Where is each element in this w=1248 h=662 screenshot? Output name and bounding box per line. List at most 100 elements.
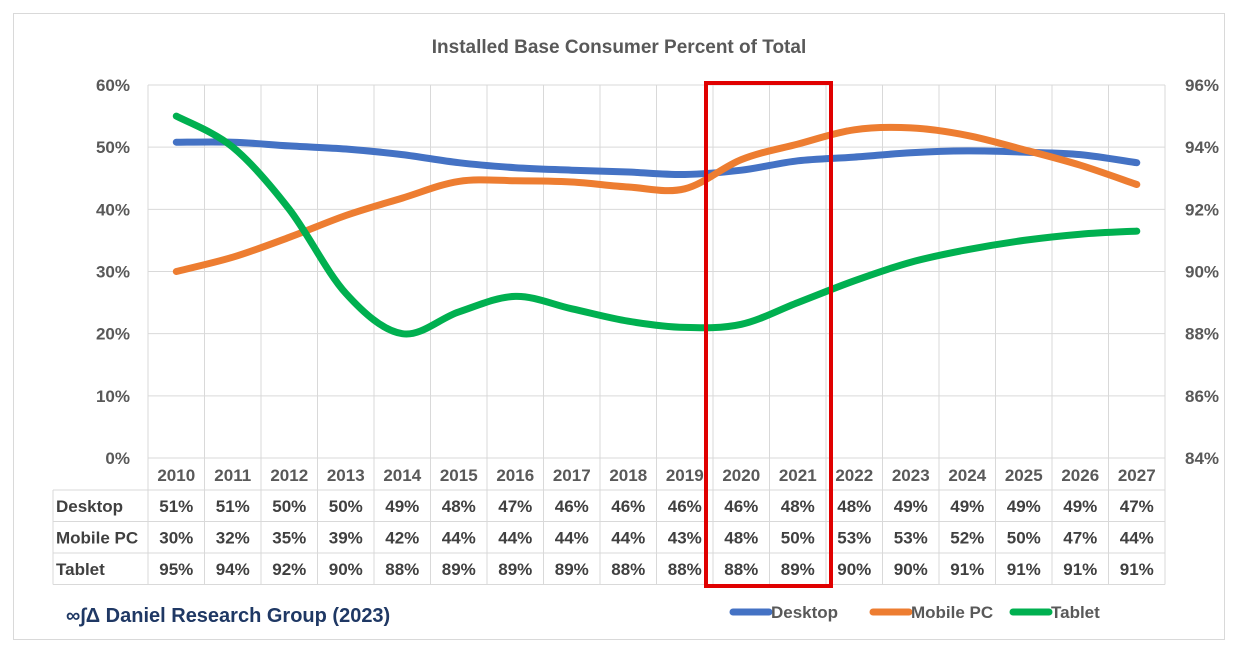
table-cell: 49%: [385, 497, 419, 516]
table-cell: 49%: [1063, 497, 1097, 516]
table-cell: 44%: [555, 528, 589, 547]
y-right-tick-label: 96%: [1185, 76, 1219, 95]
table-cell: 90%: [837, 560, 871, 579]
x-tick-label: 2014: [383, 466, 421, 485]
y-left-tick-label: 20%: [96, 325, 130, 344]
table-cell: 50%: [781, 528, 815, 547]
y-axis-right: 84% 86% 88% 90% 92% 94% 96%: [1185, 76, 1219, 468]
x-tick-label: 2026: [1061, 466, 1099, 485]
y-right-tick-label: 94%: [1185, 138, 1219, 157]
y-left-tick-label: 60%: [96, 76, 130, 95]
table-cell: 91%: [1063, 560, 1097, 579]
table-cell: 53%: [837, 528, 871, 547]
y-right-tick-label: 92%: [1185, 200, 1219, 219]
x-tick-label: 2020: [722, 466, 760, 485]
table-cell: 44%: [442, 528, 476, 547]
data-table: 2010 2011 2012 2013 2014 2015 2016 2017 2018 2019…: [52, 466, 1165, 585]
table-cell: 46%: [611, 497, 645, 516]
table-cell: 43%: [668, 528, 702, 547]
table-cell: 91%: [1120, 560, 1154, 579]
table-cell: 53%: [894, 528, 928, 547]
table-cell: 94%: [216, 560, 250, 579]
legend-label: Desktop: [771, 603, 838, 622]
table-cell: 47%: [1063, 528, 1097, 547]
source-credit: ∞∫Δ Daniel Research Group (2023): [66, 605, 390, 627]
table-cell: 91%: [950, 560, 984, 579]
y-right-tick-label: 84%: [1185, 449, 1219, 468]
x-tick-label: 2015: [440, 466, 478, 485]
table-cell: 90%: [894, 560, 928, 579]
table-cell: 46%: [724, 497, 758, 516]
table-cell: 88%: [611, 560, 645, 579]
chart-title: Installed Base Consumer Percent of Total: [432, 37, 806, 58]
table-cell: 32%: [216, 528, 250, 547]
legend: Desktop Mobile PC Tablet: [729, 603, 1100, 622]
series-line-desktop: [172, 138, 1141, 179]
table-cell: 89%: [498, 560, 532, 579]
x-tick-label: 2011: [214, 466, 251, 485]
table-cell: 35%: [272, 528, 306, 547]
highlight-box: [704, 81, 833, 588]
y-left-tick-label: 0%: [105, 449, 130, 468]
table-cell: 46%: [555, 497, 589, 516]
x-tick-label: 2024: [948, 466, 986, 485]
table-cell: 47%: [1120, 497, 1154, 516]
y-axis-left: 0% 10% 20% 30% 40% 50% 60%: [96, 76, 130, 468]
table-cell: 51%: [159, 497, 193, 516]
table-cell: 44%: [1120, 528, 1154, 547]
x-tick-label: 2021: [779, 466, 817, 485]
table-cell: 91%: [1007, 560, 1041, 579]
table-cell: 89%: [555, 560, 589, 579]
y-left-tick-label: 40%: [96, 200, 130, 219]
x-tick-label: 2016: [496, 466, 534, 485]
legend-label: Tablet: [1051, 603, 1100, 622]
chart-frame: [13, 13, 1225, 640]
table-cell: 95%: [159, 560, 193, 579]
x-tick-label: 2012: [270, 466, 308, 485]
table-cell: 48%: [442, 497, 476, 516]
highlight: [704, 81, 833, 588]
x-tick-label: 2017: [553, 466, 591, 485]
y-left-tick-label: 30%: [96, 263, 130, 282]
table-cell: 50%: [1007, 528, 1041, 547]
y-right-tick-label: 88%: [1185, 325, 1219, 344]
x-tick-label: 2010: [157, 466, 195, 485]
legend-label: Mobile PC: [911, 603, 993, 622]
x-tick-label: 2019: [666, 466, 704, 485]
table-cell: 30%: [159, 528, 193, 547]
y-right-tick-label: 86%: [1185, 387, 1219, 406]
table-cell: 51%: [216, 497, 250, 516]
table-row-header: Desktop: [56, 497, 123, 516]
table-cell: 48%: [781, 497, 815, 516]
y-left-tick-label: 10%: [96, 387, 130, 406]
y-left-tick-label: 50%: [96, 138, 130, 157]
table-cell: 48%: [724, 528, 758, 547]
series-line-mobile-pc: [172, 123, 1141, 275]
series-lines: [172, 112, 1141, 338]
table-cell: 42%: [385, 528, 419, 547]
table-row-header: Tablet: [56, 560, 105, 579]
x-tick-label: 2018: [609, 466, 647, 485]
table-cell: 48%: [837, 497, 871, 516]
table-cell: 44%: [498, 528, 532, 547]
x-tick-label: 2023: [892, 466, 930, 485]
table-cell: 88%: [724, 560, 758, 579]
table-cell: 49%: [950, 497, 984, 516]
series-line-tablet: [172, 112, 1141, 338]
table-cell: 46%: [668, 497, 702, 516]
x-tick-label: 2027: [1118, 466, 1156, 485]
table-row-header: Mobile PC: [56, 528, 138, 547]
table-cell: 44%: [611, 528, 645, 547]
grid: [147, 84, 1166, 585]
table-cell: 88%: [385, 560, 419, 579]
table-cell: 89%: [442, 560, 476, 579]
x-tick-label: 2013: [327, 466, 365, 485]
table-cell: 39%: [329, 528, 363, 547]
table-cell: 88%: [668, 560, 702, 579]
table-cell: 50%: [329, 497, 363, 516]
table-cell: 92%: [272, 560, 306, 579]
table-cell: 52%: [950, 528, 984, 547]
x-tick-label: 2022: [835, 466, 873, 485]
table-cell: 89%: [781, 560, 815, 579]
